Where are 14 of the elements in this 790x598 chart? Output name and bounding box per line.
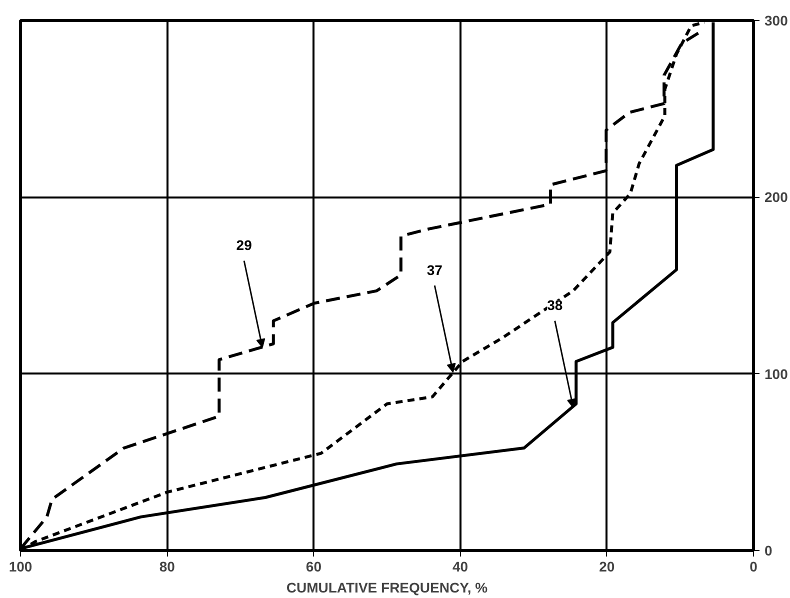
x-tick-label: 80 [159,558,176,574]
y-tick-label: 200 [764,189,788,206]
x-axis-title: CUMULATIVE FREQUENCY, % [286,580,488,596]
x-tick-label: 40 [452,558,468,574]
annotation: 38 [547,297,563,314]
annotation: 37 [426,262,443,278]
y-tick-label: 0 [764,542,772,558]
x-tick-label: 0 [750,558,758,574]
x-tick-label: 60 [306,558,322,574]
y-tick-label: 100 [764,366,788,382]
x-tick-label: 20 [599,558,615,574]
x-tick-label: 100 [8,558,32,574]
annotation: 29 [236,237,252,254]
y-tick-label: 300 [764,12,788,28]
